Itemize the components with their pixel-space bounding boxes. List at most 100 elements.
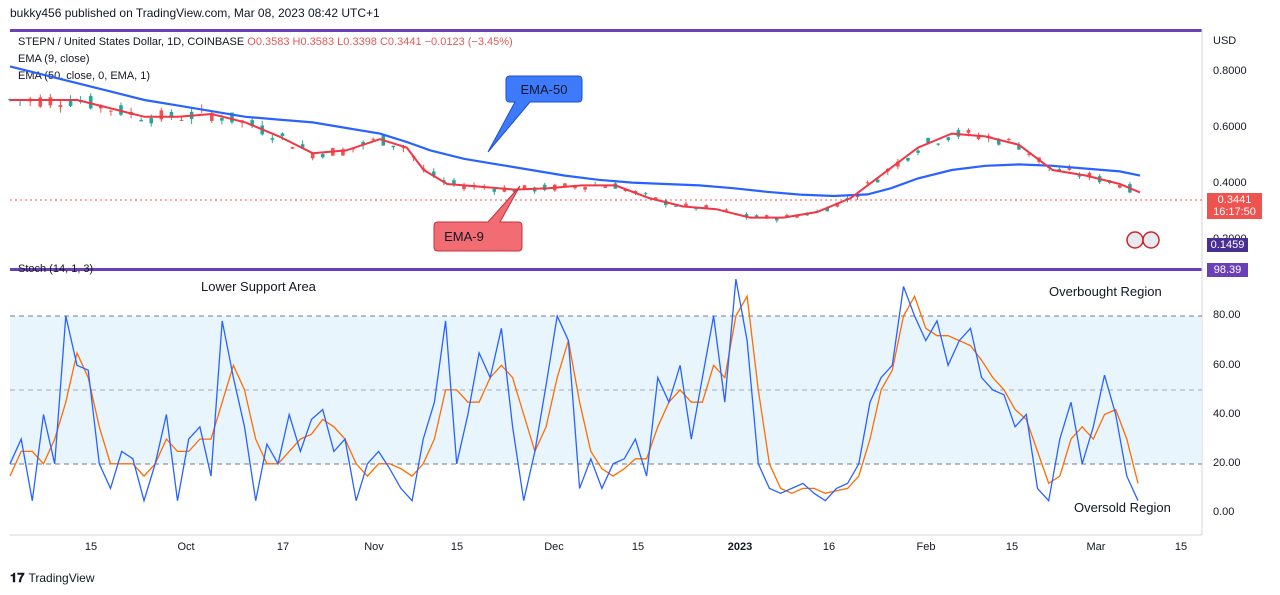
- ema50-callout-label: EMA-50: [521, 82, 568, 97]
- candle-body: [159, 110, 164, 120]
- candle-body: [371, 138, 376, 140]
- publish-info: bukky456 published on TradingView.com, M…: [10, 6, 380, 20]
- candle-body: [724, 209, 729, 211]
- candle-body: [341, 149, 345, 156]
- candle-body: [139, 119, 143, 122]
- tradingview-logo-icon: ⁠𝟏𝟕: [10, 570, 25, 585]
- ema9-line: [10, 99, 1141, 219]
- time-tick-label: 15: [1175, 541, 1187, 553]
- time-tick-label: 17: [277, 541, 289, 553]
- oversold-label: Oversold Region: [1074, 500, 1171, 515]
- flag-icon[interactable]: [1142, 231, 1160, 249]
- candle-body: [1067, 168, 1072, 170]
- candle-body: [391, 145, 396, 148]
- candle-body: [855, 195, 860, 198]
- time-tick-label: 15: [632, 541, 644, 553]
- candle-body: [785, 215, 789, 217]
- candle-body: [583, 186, 587, 190]
- top-divider: [10, 29, 1202, 32]
- stoch-tick-label: 20.00: [1213, 457, 1241, 469]
- candle-body: [603, 186, 608, 188]
- candle-body: [270, 138, 275, 140]
- candle-body: [431, 171, 436, 177]
- candle-body: [1017, 145, 1021, 150]
- ema9-legend[interactable]: EMA (9, close): [18, 53, 90, 65]
- candle-body: [875, 179, 880, 183]
- time-axis: 15 Oct 17 Nov 15 Dec 15 2023 16 Feb 15 Mar 15: [85, 541, 1187, 553]
- ema9-callout-label: EMA-9: [444, 229, 484, 244]
- candle-body: [38, 97, 43, 107]
- time-tick-label: 16: [823, 541, 835, 553]
- candle-body: [1118, 185, 1122, 188]
- price-axis-currency: USD: [1213, 35, 1237, 47]
- symbol-legend[interactable]: STEPN / United States Dollar, 1D, COINBA…: [18, 36, 513, 48]
- candle-body: [774, 218, 779, 221]
- candle-body: [58, 105, 63, 108]
- lower-support-label: Lower Support Area: [201, 279, 316, 294]
- ema9-callout: [433, 185, 523, 252]
- candle-body: [1007, 138, 1011, 140]
- candle-body: [684, 203, 688, 206]
- candle-body: [563, 183, 567, 187]
- candle-body: [462, 185, 466, 190]
- candle-body: [1027, 153, 1031, 155]
- candle-body: [522, 185, 527, 190]
- time-tick-label: Nov: [364, 541, 384, 553]
- countdown: 16:17:50: [1213, 206, 1256, 218]
- candle-body: [169, 111, 174, 118]
- time-tick-label: 2023: [728, 541, 752, 553]
- candle-body: [946, 137, 951, 140]
- price-tick-label: 0.4000: [1213, 177, 1247, 189]
- flag-icon[interactable]: [1126, 231, 1144, 249]
- last-price: 0.3441: [1217, 194, 1252, 206]
- candle-body: [1087, 172, 1092, 178]
- candle-body: [512, 189, 517, 193]
- candle-body: [492, 189, 497, 192]
- candle-body: [916, 150, 920, 153]
- candle-body: [401, 147, 406, 149]
- candle-body: [452, 180, 456, 185]
- time-tick-label: Feb: [917, 541, 936, 553]
- candle-body: [149, 118, 154, 124]
- time-tick-label: 15: [1006, 541, 1018, 553]
- candle-body: [573, 186, 577, 189]
- candle-body: [88, 95, 93, 109]
- time-tick-label: Oct: [177, 541, 194, 553]
- ema50-legend[interactable]: EMA (50, close, 0, EMA, 1): [18, 70, 151, 82]
- candle-body: [230, 112, 234, 123]
- pane-divider[interactable]: [10, 268, 1202, 271]
- candle-body: [280, 133, 285, 137]
- price-tick-label: 0.8000: [1213, 65, 1247, 77]
- time-tick-label: Dec: [544, 541, 564, 553]
- symbol-title: STEPN / United States Dollar, 1D, COINBA…: [18, 36, 245, 48]
- candle-body: [361, 141, 365, 146]
- stoch-tick-label: 60.00: [1213, 359, 1241, 371]
- stoch-legend[interactable]: Stoch (14, 1, 3): [18, 263, 94, 275]
- candle-body: [320, 154, 325, 158]
- stoch-tick-label: 80.00: [1213, 309, 1241, 321]
- candle-body: [179, 119, 184, 121]
- stoch-k-line: [9, 278, 1139, 504]
- candles-layer: [8, 93, 1132, 223]
- stoch-tick-label: 0.00: [1213, 506, 1235, 518]
- candle-body: [704, 205, 708, 208]
- candle-body: [926, 137, 930, 144]
- overbought-label: Overbought Region: [1049, 284, 1162, 299]
- candle-body: [300, 144, 305, 148]
- ohlc-values: O0.3583 H0.3583 L0.3398 C0.3441 −0.0123 …: [247, 36, 513, 48]
- brand-name: TradingView: [28, 571, 95, 585]
- candle-body: [220, 118, 224, 121]
- candle-body: [290, 147, 295, 149]
- candle-body: [674, 205, 678, 207]
- last-price-badge: 0.3441 16:17:50: [1207, 193, 1262, 219]
- tradingview-brand[interactable]: ⁠𝟏𝟕 TradingView: [10, 570, 95, 586]
- time-tick-label: 15: [451, 541, 463, 553]
- price-tick-label: 0.6000: [1213, 121, 1247, 133]
- candle-body: [896, 161, 900, 167]
- candle-body: [643, 193, 648, 195]
- candle-body: [1077, 175, 1082, 177]
- candle-body: [936, 143, 941, 145]
- candle-body: [209, 113, 214, 121]
- time-tick-label: 15: [85, 541, 97, 553]
